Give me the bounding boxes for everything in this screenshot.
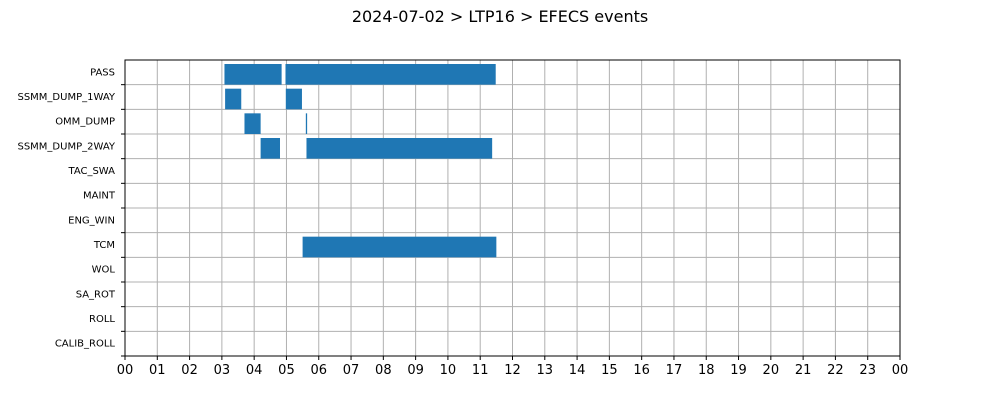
x-tick-label: 13	[537, 363, 554, 378]
x-tick-label: 04	[246, 363, 263, 378]
x-tick-label: 05	[278, 363, 295, 378]
y-tick-label: SA_ROT	[76, 289, 116, 300]
x-tick-label: 14	[569, 363, 586, 378]
x-tick-label: 23	[859, 363, 876, 378]
x-tick-label: 08	[375, 363, 392, 378]
event-bar-ssmm-dump-2way	[260, 138, 280, 159]
event-bar-omm-dump	[305, 113, 308, 134]
x-tick-label: 12	[504, 363, 521, 378]
y-tick-label: SSMM_DUMP_1WAY	[17, 92, 115, 103]
y-tick-label: TAC_SWA	[67, 166, 115, 177]
x-tick-label: 16	[633, 363, 650, 378]
y-tick-label: ROLL	[89, 314, 115, 325]
x-tick-label: 00	[892, 363, 909, 378]
x-tick-label: 03	[214, 363, 231, 378]
event-bar-pass	[285, 64, 496, 85]
x-tick-label: 00	[117, 363, 134, 378]
y-tick-label: SSMM_DUMP_2WAY	[17, 141, 115, 152]
x-tick-label: 07	[343, 363, 360, 378]
y-tick-label: OMM_DUMP	[55, 117, 115, 128]
x-tick-label: 11	[472, 363, 489, 378]
x-tick-label: 15	[601, 363, 618, 378]
y-axis: PASS SSMM_DUMP_1WAY OMM_DUMP SSMM_DUMP_2WAY…	[17, 67, 125, 357]
y-tick-label: CALIB_ROLL	[55, 339, 116, 350]
event-bar-ssmm-dump-2way	[306, 138, 493, 159]
x-tick-label: 21	[795, 363, 812, 378]
event-bar-omm-dump	[244, 113, 261, 134]
chart-title: 2024-07-02 > LTP16 > EFECS events	[352, 7, 648, 26]
x-tick-label: 09	[407, 363, 424, 378]
x-tick-label: 10	[440, 363, 457, 378]
y-tick-label: ENG_WIN	[68, 215, 115, 226]
event-bar-ssmm-dump-1way	[225, 88, 242, 110]
x-tick-label: 18	[698, 363, 715, 378]
y-tick-label: WOL	[92, 265, 116, 276]
x-tick-label: 22	[827, 363, 844, 378]
x-tick-label: 06	[310, 363, 327, 378]
x-axis: 00 01 02 03 04 05 06 07 08 09 10 11 12 13 14 15 16 17 18 19…	[117, 356, 909, 378]
y-tick-label: PASS	[90, 67, 115, 78]
x-tick-label: 17	[666, 363, 683, 378]
x-tick-label: 01	[149, 363, 166, 378]
x-tick-label: 02	[181, 363, 198, 378]
x-tick-label: 19	[730, 363, 747, 378]
event-bar-pass	[224, 64, 282, 85]
x-tick-label: 20	[763, 363, 780, 378]
bars-layer	[224, 64, 497, 258]
y-tick-label: MAINT	[83, 191, 116, 202]
event-bar-tcm	[302, 236, 497, 258]
event-bar-ssmm-dump-1way	[285, 88, 302, 110]
y-tick-label: TCM	[93, 240, 115, 251]
